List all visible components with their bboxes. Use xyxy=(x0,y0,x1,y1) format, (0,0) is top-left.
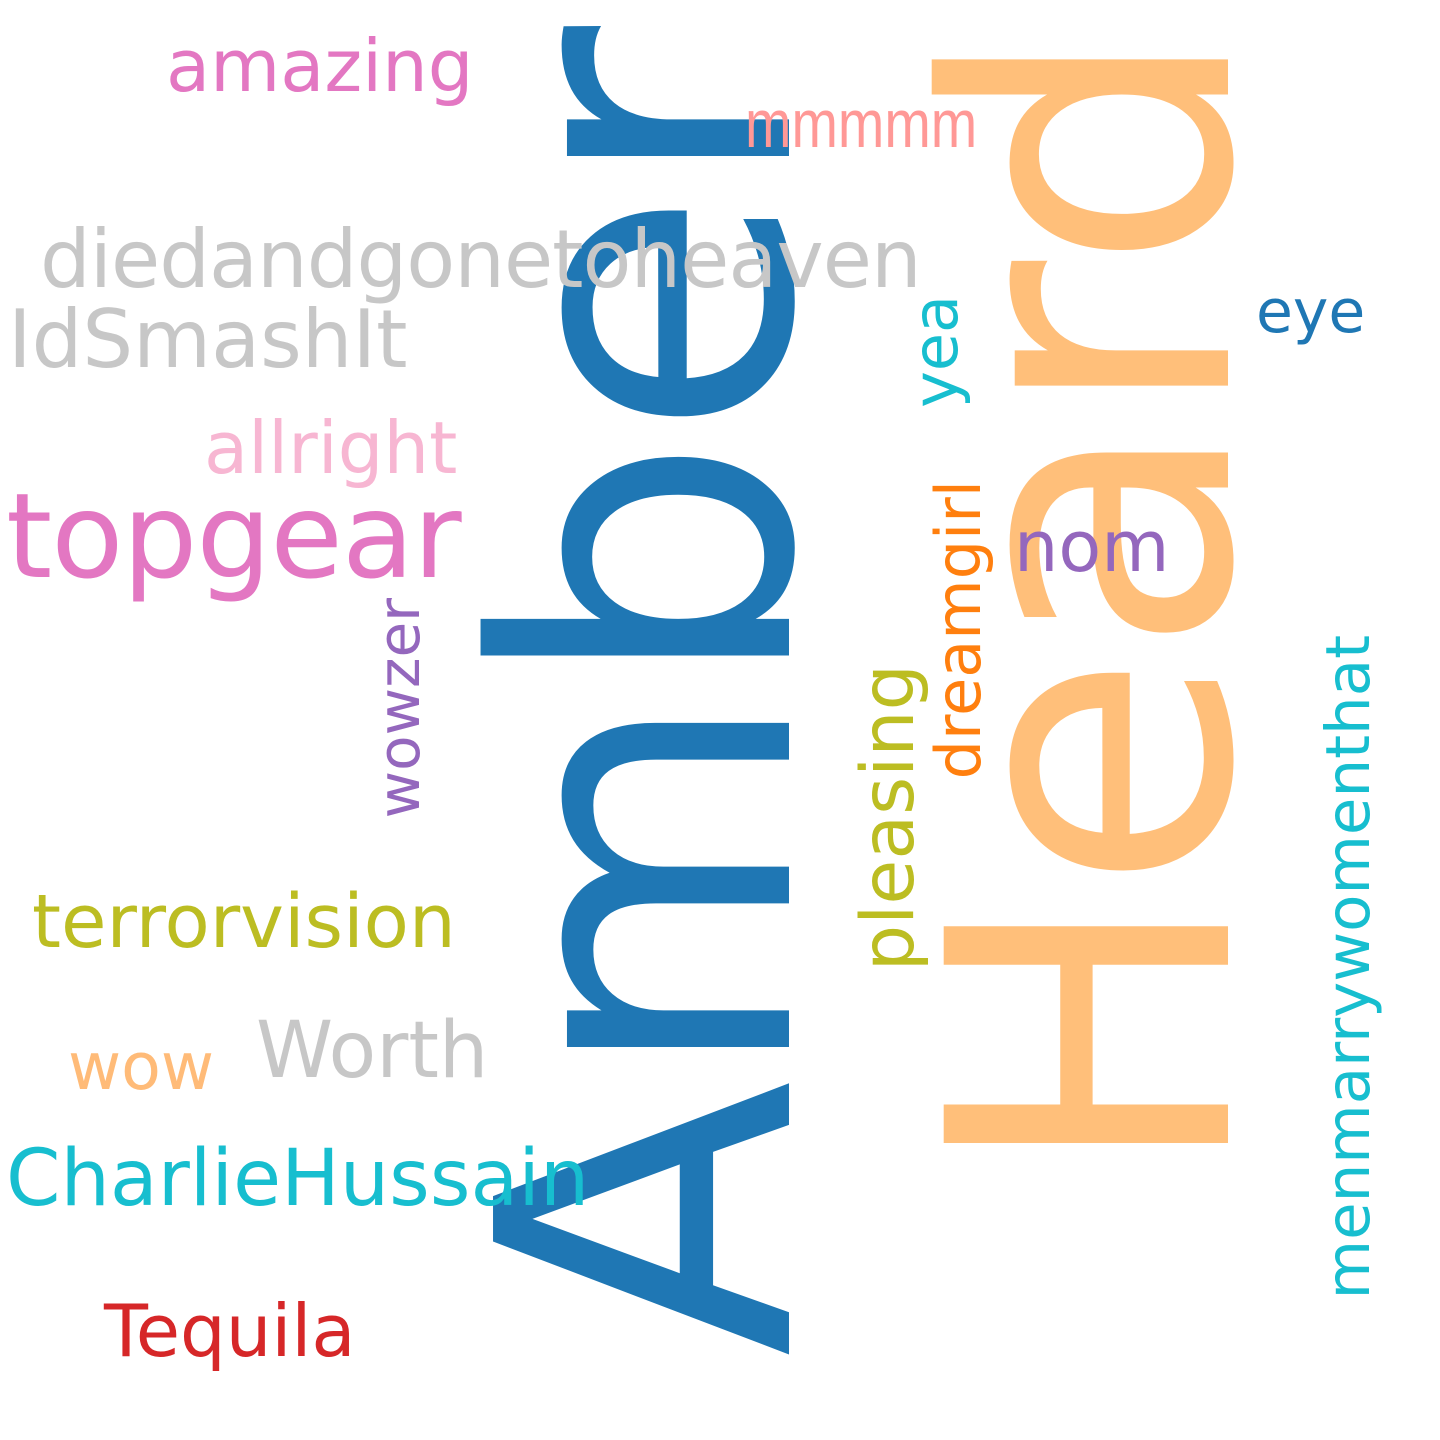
word-worth: Worth xyxy=(256,1006,489,1096)
word-amazing: amazing xyxy=(166,24,474,108)
word-dreamgirl: dreamgirl xyxy=(922,480,995,780)
word-mmmmm: mmmmm xyxy=(745,86,978,162)
word-charliehussain: CharlieHussain xyxy=(6,1134,590,1224)
word-topgear: topgear xyxy=(6,467,462,605)
word-tequila: Tequila xyxy=(104,1289,356,1373)
word-idsmashit: IdSmashIt xyxy=(8,293,408,386)
word-nom: nom xyxy=(1014,506,1170,588)
word-allright: allright xyxy=(204,406,458,490)
word-yea: yea xyxy=(899,295,972,408)
word-pleasing: pleasing xyxy=(846,664,931,972)
word-terrorvision: terrorvision xyxy=(32,879,456,965)
word-menmarrywomenthat: menmarrywomenthat xyxy=(1313,635,1384,1300)
word-wowzer: wowzer xyxy=(365,598,433,819)
word-diedandgonetoheaven: diedandgonetoheaven xyxy=(40,213,922,306)
word-wow: wow xyxy=(68,1030,215,1105)
word-eye: eye xyxy=(1256,277,1366,347)
